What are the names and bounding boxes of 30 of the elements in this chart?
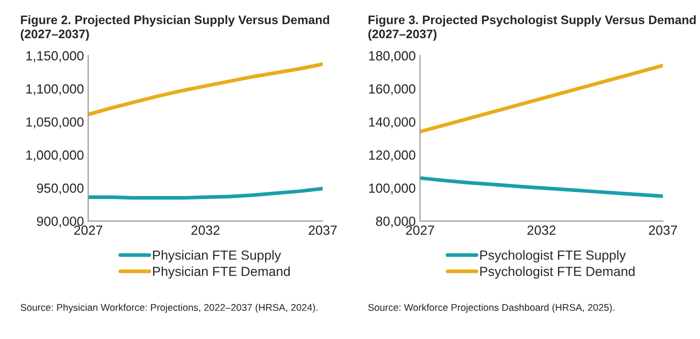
legend-label: Physician FTE Demand: [153, 266, 290, 279]
x-tick-label: 2032: [191, 226, 220, 235]
x-tick-label: 2027: [406, 226, 434, 235]
y-tick-label: 80,000: [376, 216, 416, 228]
x-tick-label: 2037: [648, 226, 677, 235]
legend-label: Psychologist FTE Supply: [480, 250, 626, 262]
x-tick-label: 2032: [527, 226, 556, 235]
line-series: [88, 186, 323, 200]
x-tick-label: 2037: [308, 226, 337, 235]
y-tick-label: 180,000: [369, 51, 416, 62]
line-series: [88, 62, 323, 116]
y-tick-label: 1,050,000: [26, 117, 84, 128]
source-note: Source: Physician Workforce: Projections, 2022–2037 (HRSA, 2024).: [20, 304, 318, 313]
x-tick-label: 2027: [74, 226, 102, 235]
y-tick-label: 1,150,000: [26, 51, 84, 62]
y-tick-label: 160,000: [369, 84, 416, 96]
y-tick-label: 950,000: [36, 184, 84, 194]
line-series: [420, 176, 663, 198]
y-tick-label: 900,000: [36, 216, 84, 228]
y-tick-label: 120,000: [369, 150, 416, 162]
chart-title: Figure 2. Projected Physician Supply Versus Demand (2027–2037): [20, 15, 330, 41]
line-series: [420, 64, 663, 134]
y-tick-label: 140,000: [369, 117, 416, 128]
chart-title: Figure 3. Projected Psychologist Supply Versus Demand (2027–2037): [368, 15, 696, 41]
legend-label: Psychologist FTE Demand: [480, 266, 635, 279]
y-tick-label: 1,000,000: [26, 150, 84, 162]
source-note: Source: Workforce Projections Dashboard (HRSA, 2025).: [368, 304, 614, 313]
legend-label: Physician FTE Supply: [153, 250, 282, 262]
y-tick-label: 1,100,000: [26, 84, 84, 96]
y-tick-label: 100,000: [369, 184, 416, 194]
